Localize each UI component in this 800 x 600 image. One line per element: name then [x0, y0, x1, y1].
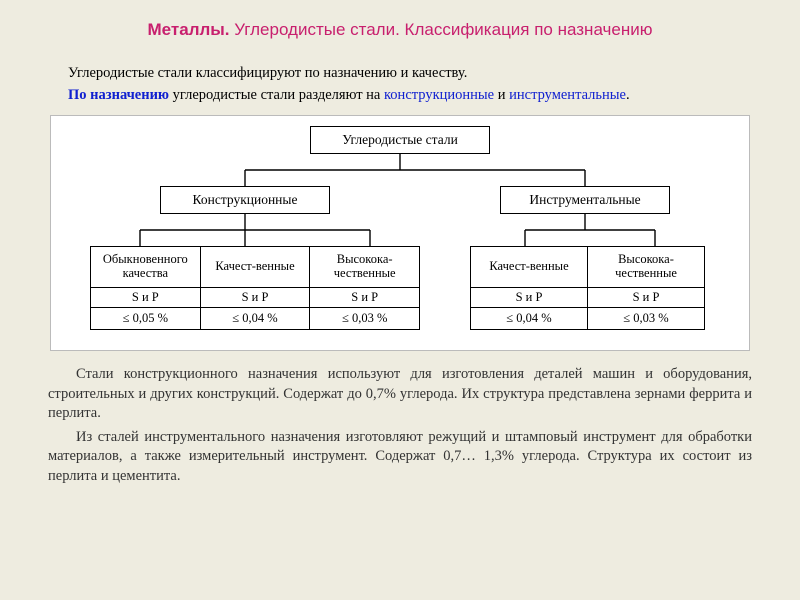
- title-strong: Металлы.: [148, 20, 235, 39]
- left-leaf-1-sp: S и P: [201, 288, 311, 307]
- right-leaf-0-label: Качест-венные: [471, 247, 588, 287]
- left-leaf-2-val: ≤ 0,03 %: [310, 308, 419, 329]
- right-leaf-0-val: ≤ 0,04 %: [471, 308, 588, 329]
- intro-term-2: инструментальные: [509, 87, 626, 103]
- left-leaf-0-val: ≤ 0,05 %: [91, 308, 201, 329]
- paragraph-1-text: Стали конструкционного назначения исполь…: [48, 366, 752, 421]
- right-leaf-table: Качест-венные Высокока-чественные S и P …: [470, 246, 705, 330]
- node-root: Углеродистые стали: [310, 126, 490, 154]
- node-left-branch: Конструкционные: [160, 186, 330, 214]
- left-leaf-2-label: Высокока-чественные: [310, 247, 419, 287]
- paragraph-2-text: Из сталей инструментального назначения и…: [48, 429, 752, 484]
- slide: Металлы. Углеродистые стали. Классификац…: [0, 0, 800, 600]
- intro-dot: .: [626, 87, 630, 103]
- left-leaf-1-val: ≤ 0,04 %: [201, 308, 311, 329]
- left-leaf-1-label: Качест-венные: [201, 247, 311, 287]
- left-leaf-2-sp: S и P: [310, 288, 419, 307]
- right-leaf-1-label: Высокока-чественные: [588, 247, 704, 287]
- paragraph-2: Из сталей инструментального назначения и…: [48, 428, 752, 487]
- slide-title: Металлы. Углеродистые стали. Классификац…: [40, 20, 760, 40]
- intro-term-1: конструкционные: [384, 87, 494, 103]
- intro-strong: По назначению: [68, 87, 173, 103]
- left-leaf-0-sp: S и P: [91, 288, 201, 307]
- intro-line-1: Углеродистые стали классифицируют по наз…: [40, 64, 760, 84]
- diagram-container: Углеродистые стали Конструкционные Инстр…: [50, 115, 750, 351]
- node-right-branch: Инструментальные: [500, 186, 670, 214]
- title-rest: Углеродистые стали. Классификация по наз…: [234, 20, 652, 39]
- left-leaf-0-label: Обыкновенного качества: [91, 247, 201, 287]
- right-leaf-0-sp: S и P: [471, 288, 588, 307]
- right-leaf-1-sp: S и P: [588, 288, 704, 307]
- paragraph-1: Стали конструкционного назначения исполь…: [48, 365, 752, 424]
- intro-text-1: Углеродистые стали классифицируют по наз…: [68, 65, 467, 81]
- left-leaf-table: Обыкновенного качества Качест-венные Выс…: [90, 246, 420, 330]
- right-leaf-1-val: ≤ 0,03 %: [588, 308, 704, 329]
- intro-text-2a: углеродистые стали разделяют на: [173, 87, 384, 103]
- classification-diagram: Углеродистые стали Конструкционные Инстр…: [80, 126, 720, 336]
- intro-line-2: По назначению углеродистые стали разделя…: [40, 86, 760, 106]
- intro-mid: и: [494, 87, 509, 103]
